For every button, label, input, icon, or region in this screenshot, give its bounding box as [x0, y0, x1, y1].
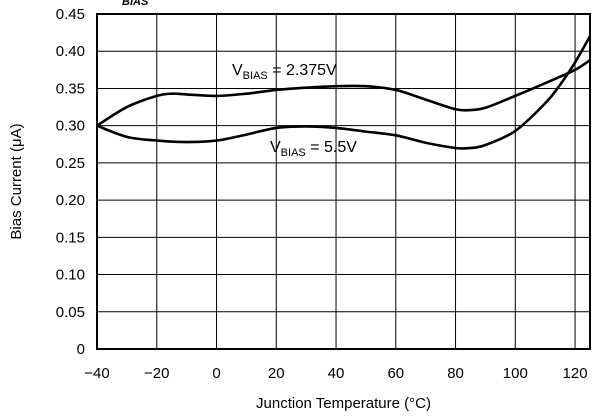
- x-tick-labels: −40 −20 0 20 40 60 80 100 120: [84, 365, 587, 382]
- series-line-vbias-55: [97, 35, 590, 150]
- y-tick-label: 0.40: [56, 43, 85, 60]
- y-axis-label: Bias Current (μA): [8, 123, 25, 239]
- y-tick-label: 0.20: [56, 192, 85, 209]
- y-tick-label: 0.35: [56, 80, 85, 97]
- y-tick-label: 0.45: [56, 6, 85, 23]
- x-tick-label: 80: [447, 365, 464, 382]
- annotation-sub: BIAS: [281, 147, 306, 159]
- x-tick-label: 0: [212, 365, 220, 382]
- x-axis-label: Junction Temperature (°C): [256, 395, 431, 412]
- x-tick-label: 40: [328, 365, 345, 382]
- x-tick-label: 120: [563, 365, 588, 382]
- x-tick-label: −20: [144, 365, 169, 382]
- annotation-value: = 2.375V: [268, 62, 337, 79]
- top-partial-label: BIAS: [122, 0, 149, 8]
- series-group: [97, 35, 590, 150]
- y-tick-label: 0.15: [56, 229, 85, 246]
- y-tick-label: 0.05: [56, 304, 85, 321]
- x-tick-label: 20: [268, 365, 285, 382]
- annotation-v: V: [232, 62, 243, 79]
- y-tick-label: 0.30: [56, 118, 85, 135]
- y-tick-label: 0: [77, 341, 85, 358]
- annotation-vbias-55: VBIAS = 5.5V: [270, 139, 357, 159]
- y-tick-label: 0.25: [56, 155, 85, 172]
- annotation-vbias-2375: VBIAS = 2.375V: [232, 62, 337, 82]
- grid-lines: [97, 14, 590, 349]
- x-tick-label: 60: [387, 365, 404, 382]
- y-tick-label: 0.10: [56, 267, 85, 284]
- annotation-sub: BIAS: [243, 70, 268, 82]
- x-tick-label: 100: [503, 365, 528, 382]
- series-line-vbias-2375: [97, 58, 590, 127]
- x-tick-label: −40: [84, 365, 109, 382]
- plot-frame: [96, 13, 591, 350]
- annotation-v: V: [270, 139, 281, 156]
- annotation-value: = 5.5V: [306, 139, 357, 156]
- y-tick-labels: 0 0.05 0.10 0.15 0.20 0.25 0.30 0.35 0.40 0.45: [56, 6, 85, 358]
